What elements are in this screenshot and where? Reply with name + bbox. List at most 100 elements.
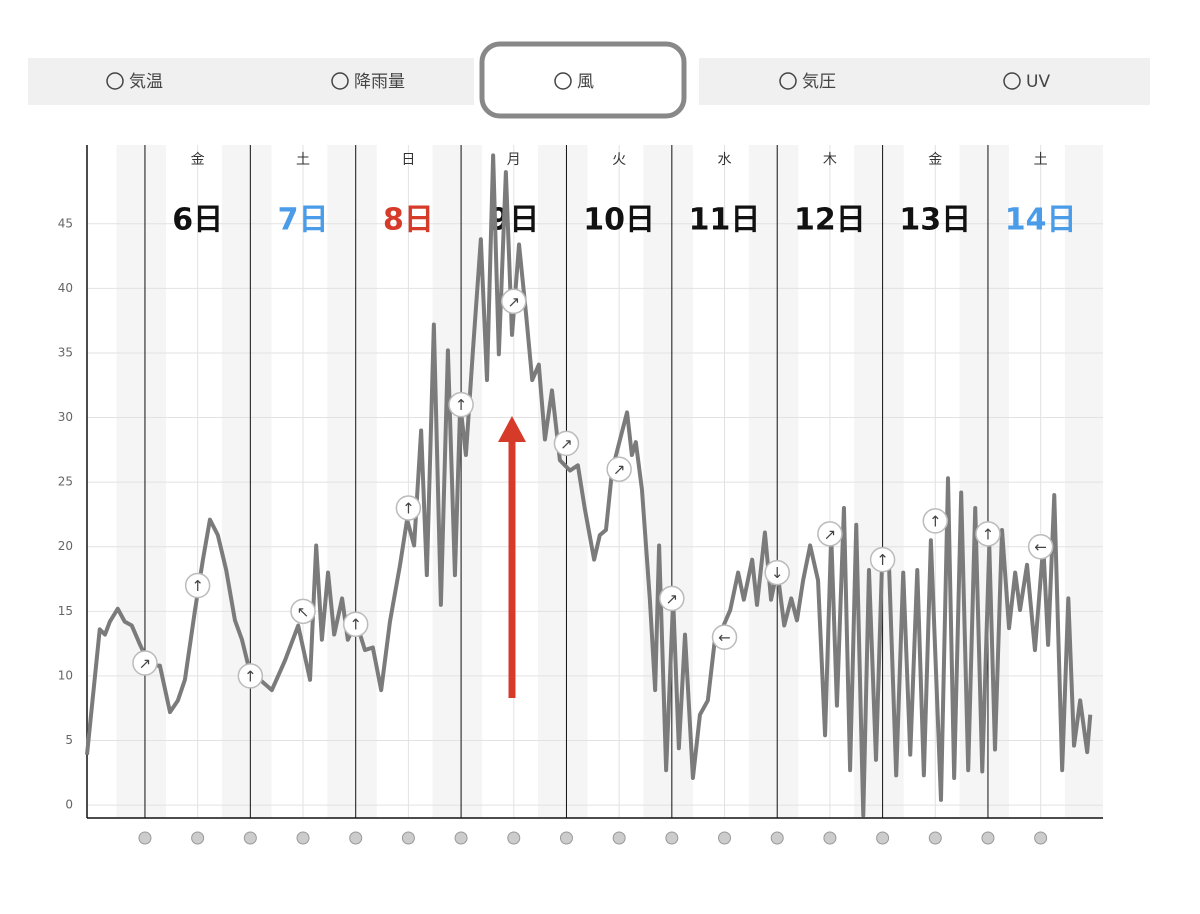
weather-icon — [191, 831, 205, 845]
y-tick-label: 10 — [58, 668, 73, 682]
weekday-label: 月 — [507, 152, 521, 168]
weather-icon — [981, 831, 995, 845]
weather-icon — [296, 831, 310, 845]
direction-marker — [975, 521, 1001, 547]
tab-label: 降雨量 — [354, 72, 405, 92]
weather-icon — [401, 831, 415, 845]
tab[interactable]: 降雨量 — [331, 72, 405, 92]
direction-arrow: ↗ — [507, 293, 520, 311]
direction-marker — [869, 546, 896, 573]
weather-icon — [612, 831, 626, 845]
tab[interactable]: 気圧 — [779, 72, 836, 92]
tab[interactable]: 風 — [479, 41, 687, 119]
direction-arrow: ↗ — [139, 654, 152, 672]
tab[interactable]: UV — [1003, 72, 1050, 92]
icon-shape — [554, 72, 572, 90]
direction-marker — [553, 430, 580, 457]
night-band — [748, 145, 799, 818]
weekday-label: 火 — [612, 152, 626, 168]
icon-shape — [779, 72, 797, 90]
weather-icon — [243, 831, 257, 845]
date-label: 6日 — [172, 203, 223, 238]
direction-marker — [817, 521, 843, 547]
direction-marker — [922, 508, 949, 534]
direction-arrow: ← — [1034, 538, 1047, 556]
chart: 051015202530354045金6日土7日日8日月9日火10日水11日木1… — [58, 145, 1103, 845]
direction-marker — [290, 598, 316, 625]
weather-icon — [770, 831, 784, 845]
weekday-label: 木 — [823, 152, 837, 168]
tab-bar-left — [28, 58, 474, 105]
date-label: 8日 — [383, 203, 434, 238]
weather-icon — [665, 831, 679, 845]
weekday-label: 金 — [191, 152, 205, 168]
night-band — [327, 145, 377, 818]
weekday-label: 金 — [928, 152, 942, 168]
weekday-label: 日 — [401, 152, 415, 168]
y-tick-label: 25 — [58, 475, 73, 489]
direction-marker — [501, 288, 527, 315]
weather-icon — [559, 831, 573, 845]
direction-marker — [606, 456, 632, 482]
date-label: 13日 — [899, 203, 971, 238]
direction-arrow: ↑ — [982, 525, 995, 543]
direction-marker — [448, 391, 474, 418]
arrow-head — [498, 416, 526, 442]
y-tick-label: 15 — [58, 604, 73, 618]
y-tick-label: 30 — [58, 410, 73, 424]
direction-arrow: ↗ — [560, 435, 573, 453]
date-label: 11日 — [689, 203, 761, 238]
weather-icon — [718, 831, 732, 845]
direction-arrow: ↑ — [244, 667, 257, 685]
direction-marker — [711, 624, 738, 650]
tab-icon — [554, 72, 572, 90]
weekday-label: 水 — [718, 152, 732, 168]
weather-icon — [876, 831, 890, 845]
direction-arrow: ↑ — [349, 616, 362, 634]
weather-icon — [507, 831, 521, 845]
tab-icon — [331, 72, 349, 90]
night-band — [116, 145, 167, 818]
y-tick-label: 45 — [58, 216, 73, 230]
direction-arrow: ↑ — [455, 396, 468, 414]
date-label: 10日 — [583, 203, 655, 238]
tab[interactable]: 気温 — [106, 72, 163, 92]
date-label: 12日 — [794, 203, 866, 238]
icon-shape — [1003, 72, 1021, 90]
weekday-label: 土 — [1034, 152, 1048, 168]
direction-arrow: ↑ — [402, 499, 415, 517]
icon-shape — [331, 72, 349, 90]
y-tick-label: 20 — [58, 539, 73, 553]
date-label: 14日 — [1005, 203, 1077, 238]
tab-bar-right — [699, 58, 1150, 105]
tab-selected-bg — [479, 41, 687, 119]
direction-marker — [237, 663, 264, 689]
weather-icon — [454, 831, 468, 845]
tab-icon — [779, 72, 797, 90]
direction-arrow: ↗ — [824, 525, 837, 543]
direction-arrow: ↗ — [666, 590, 679, 608]
weather-icon — [138, 831, 152, 845]
direction-marker — [395, 495, 422, 521]
y-tick-label: 40 — [58, 281, 73, 295]
direction-marker — [132, 650, 158, 676]
tab-icon — [106, 72, 124, 90]
direction-arrow: ← — [718, 629, 731, 647]
direction-arrow: ↗ — [613, 461, 626, 479]
direction-arrow: ↑ — [191, 577, 204, 595]
direction-marker — [659, 585, 685, 612]
direction-arrow: ↓ — [771, 564, 784, 582]
wind-line — [85, 153, 1093, 818]
direction-marker — [184, 572, 211, 599]
direction-marker — [1027, 533, 1054, 560]
weather-icon — [349, 831, 363, 845]
direction-marker — [342, 611, 369, 637]
direction-arrow: ↖ — [297, 603, 310, 621]
tab-label: 風 — [577, 72, 594, 92]
annotation-arrow — [498, 416, 526, 698]
y-tick-label: 35 — [58, 345, 73, 359]
weekday-label: 土 — [296, 152, 310, 168]
direction-marker — [764, 559, 790, 586]
icon-shape — [106, 72, 124, 90]
